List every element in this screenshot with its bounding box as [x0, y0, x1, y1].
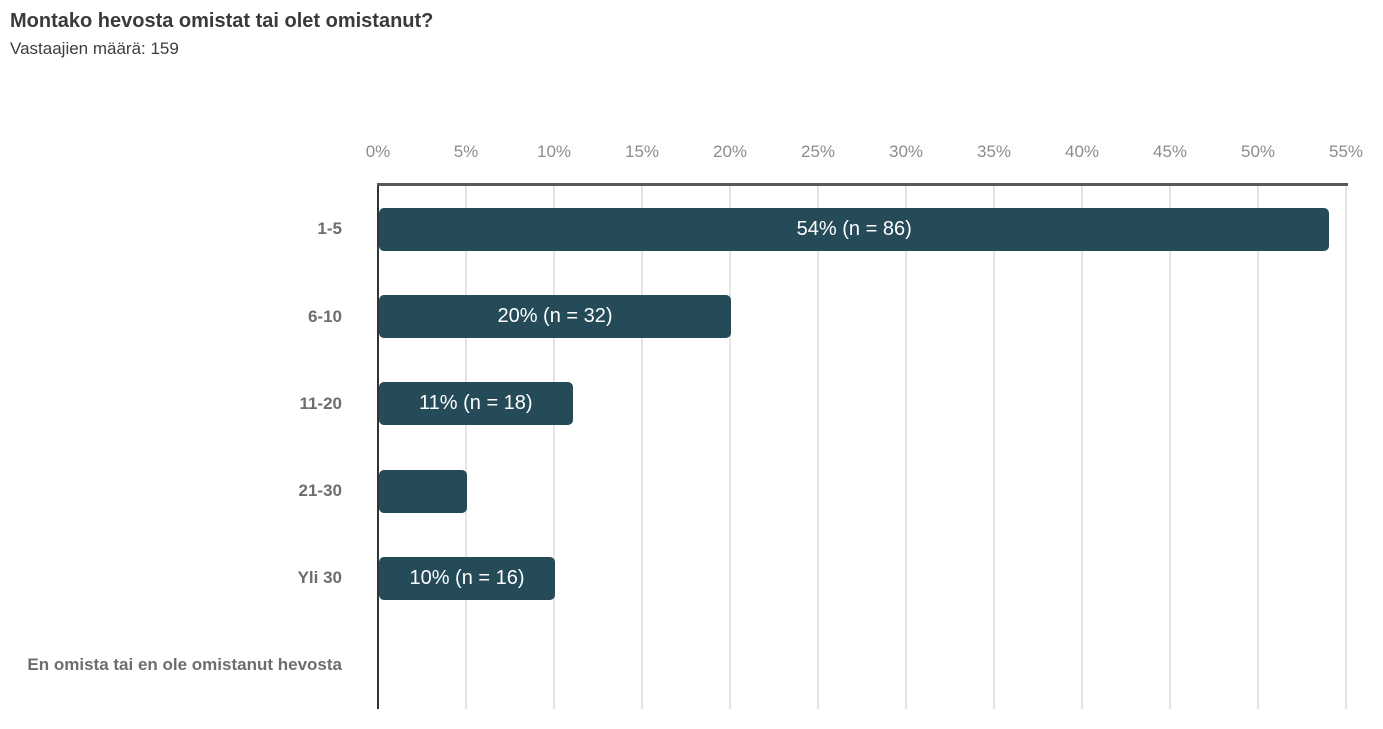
x-axis-tick-labels: 0% 5% 10% 15% 20% 25% 30% 35% 40% 45% 50% 55%	[366, 141, 1363, 163]
page-title: Montako hevosta omistat tai olet omistan…	[10, 10, 434, 32]
category-label: En omista tai en ole omistanut hevosta	[27, 655, 342, 675]
x-tick-label: 20%	[712, 142, 748, 161]
category-label: Yli 30	[297, 568, 342, 588]
x-tick-label: 15%	[624, 142, 660, 161]
bar-value-label: 54% (n = 86)	[796, 218, 912, 241]
gridline	[465, 186, 467, 709]
category-axis-labels: 1-5 6-10 11-20 21-30 Yli 30 En omista tai en …	[0, 186, 360, 709]
gridline	[1081, 186, 1083, 709]
gridline	[1345, 186, 1347, 709]
category-label: 21-30	[298, 480, 342, 500]
gridline	[1169, 186, 1171, 709]
bar: 10% (n = 16)	[379, 556, 555, 600]
category-label: 1-5	[317, 219, 342, 239]
bar-chart-plot-area: 54% (n = 86) 20% (n = 32) 11% (n = 18) 10% …	[378, 186, 1347, 709]
bar-value-label: 20% (n = 32)	[497, 305, 613, 328]
bar	[379, 469, 467, 513]
category-label: 6-10	[307, 306, 342, 326]
bar: 11% (n = 18)	[379, 382, 573, 426]
x-tick-label: 55%	[1328, 142, 1364, 161]
x-tick-label: 35%	[976, 142, 1012, 161]
y-axis-line	[377, 186, 379, 709]
x-tick-label: 25%	[800, 142, 836, 161]
bar-value-label: 10% (n = 16)	[409, 566, 525, 589]
gridline	[993, 186, 995, 709]
x-tick-label: 10%	[536, 142, 572, 161]
bar: 54% (n = 86)	[379, 208, 1330, 252]
gridline	[641, 186, 643, 709]
gridline	[1257, 186, 1259, 709]
x-tick-label: 30%	[888, 142, 924, 161]
gridline	[729, 186, 731, 709]
x-tick-label: 40%	[1064, 142, 1100, 161]
respondents-count: Vastaajien määrä: 159	[10, 39, 179, 58]
x-tick-label: 45%	[1152, 142, 1188, 161]
x-axis-line	[377, 183, 1348, 186]
bar-value-label: 11% (n = 18)	[419, 392, 533, 415]
x-tick-label: 5%	[453, 142, 479, 161]
gridline	[553, 186, 555, 709]
gridline	[905, 186, 907, 709]
category-label: 11-20	[299, 393, 342, 413]
gridline	[817, 186, 819, 709]
x-tick-label: 50%	[1240, 142, 1276, 161]
bar: 20% (n = 32)	[379, 295, 731, 339]
x-tick-label: 0%	[365, 142, 391, 161]
